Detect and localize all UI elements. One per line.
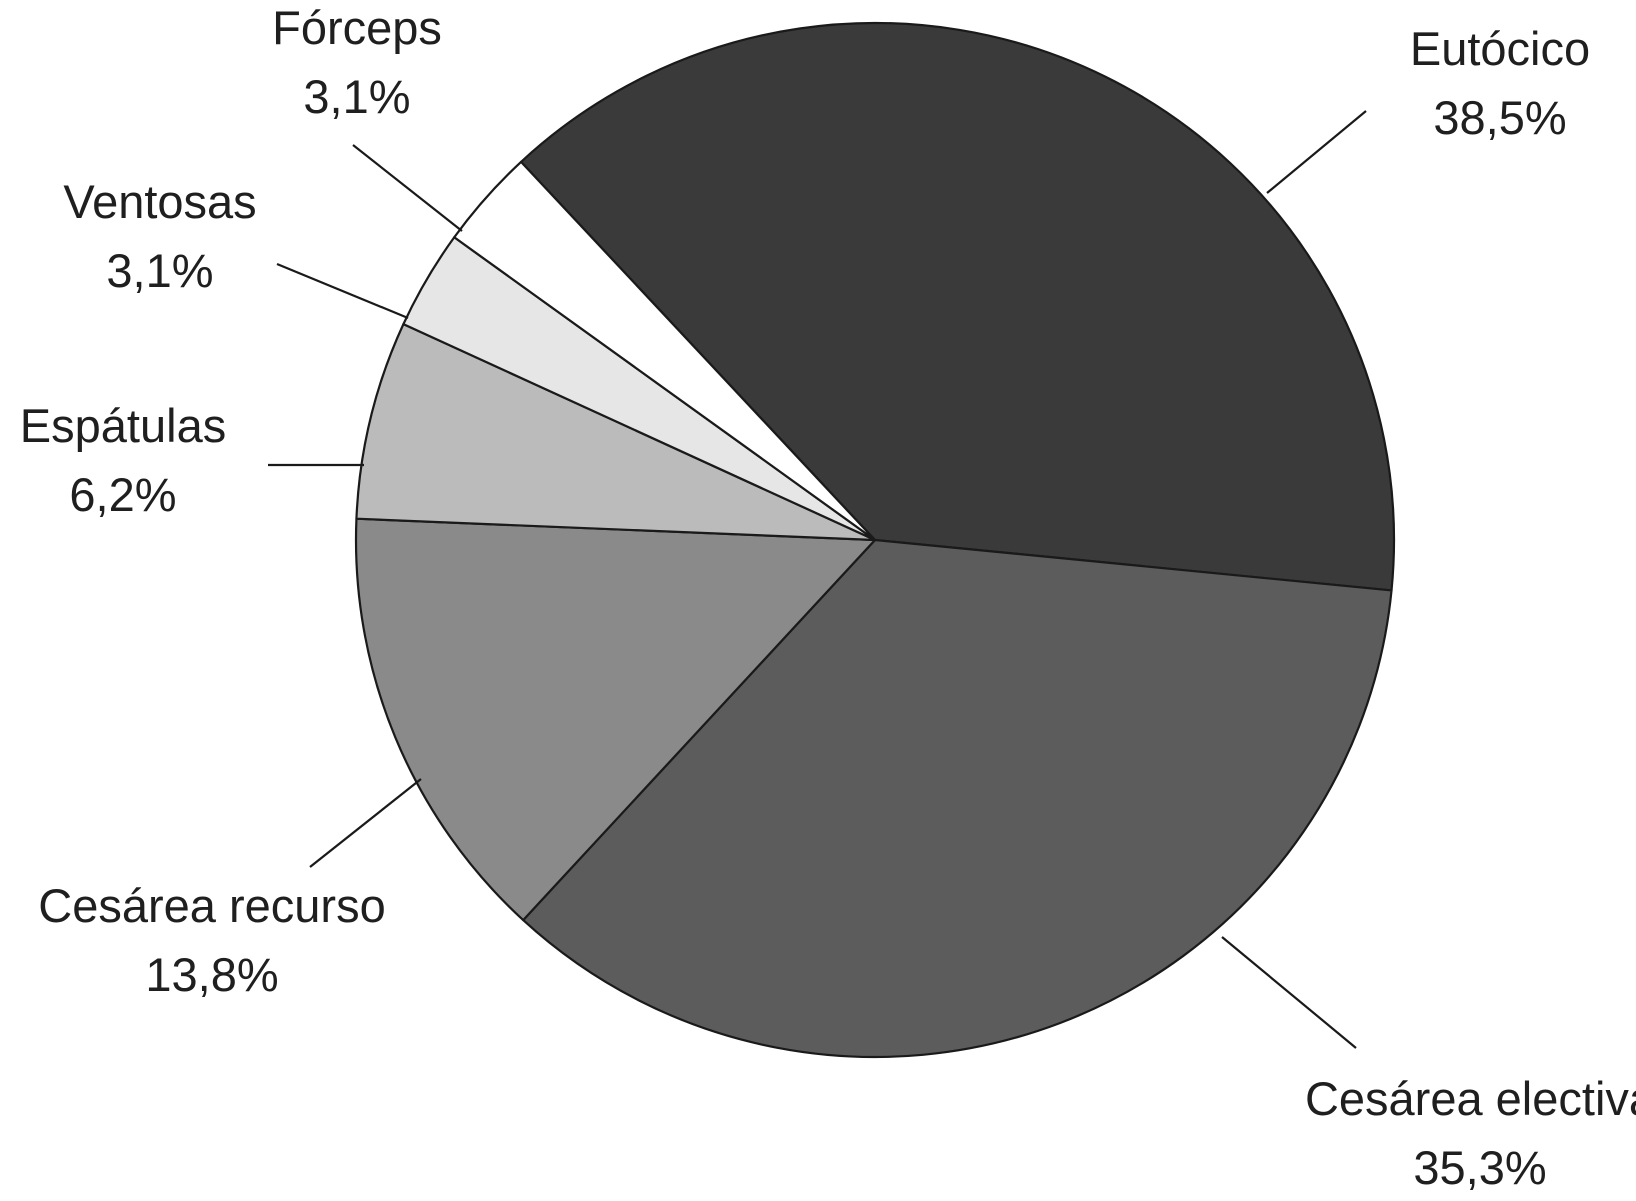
leader-lines <box>268 110 1367 1049</box>
slice-value-label-4: 3,1% <box>106 244 213 297</box>
slice-labels: Eutócico 38,5% Cesárea electiva 35,3% Cesáre… <box>20 1 1636 1194</box>
slice-value-label-0: 38,5% <box>1433 91 1566 144</box>
pie-slice-5 <box>453 160 877 542</box>
leader-line-4 <box>276 262 409 320</box>
pie-slice-1 <box>522 538 1393 1059</box>
pie-slice-0 <box>519 21 1396 592</box>
slice-label-5: Fórceps <box>272 1 442 54</box>
pie-slices <box>354 21 1396 1059</box>
pie-slice-2 <box>354 517 877 922</box>
slice-value-label-3: 6,2% <box>69 468 176 521</box>
slice-label-2: Cesárea recurso <box>38 879 385 932</box>
leader-line-5 <box>352 144 463 232</box>
leader-line-0 <box>1266 110 1367 194</box>
slice-label-0: Eutócico <box>1410 22 1590 75</box>
slice-label-3: Espátulas <box>20 399 226 452</box>
pie-slice-3 <box>355 323 877 542</box>
leader-line-1 <box>1221 936 1357 1049</box>
slice-value-label-1: 35,3% <box>1413 1141 1546 1194</box>
slice-label-4: Ventosas <box>63 175 256 228</box>
slice-value-label-2: 13,8% <box>145 948 278 1001</box>
slice-label-1: Cesárea electiva <box>1305 1072 1636 1125</box>
leader-line-2 <box>309 778 422 868</box>
slice-value-label-5: 3,1% <box>303 70 410 123</box>
